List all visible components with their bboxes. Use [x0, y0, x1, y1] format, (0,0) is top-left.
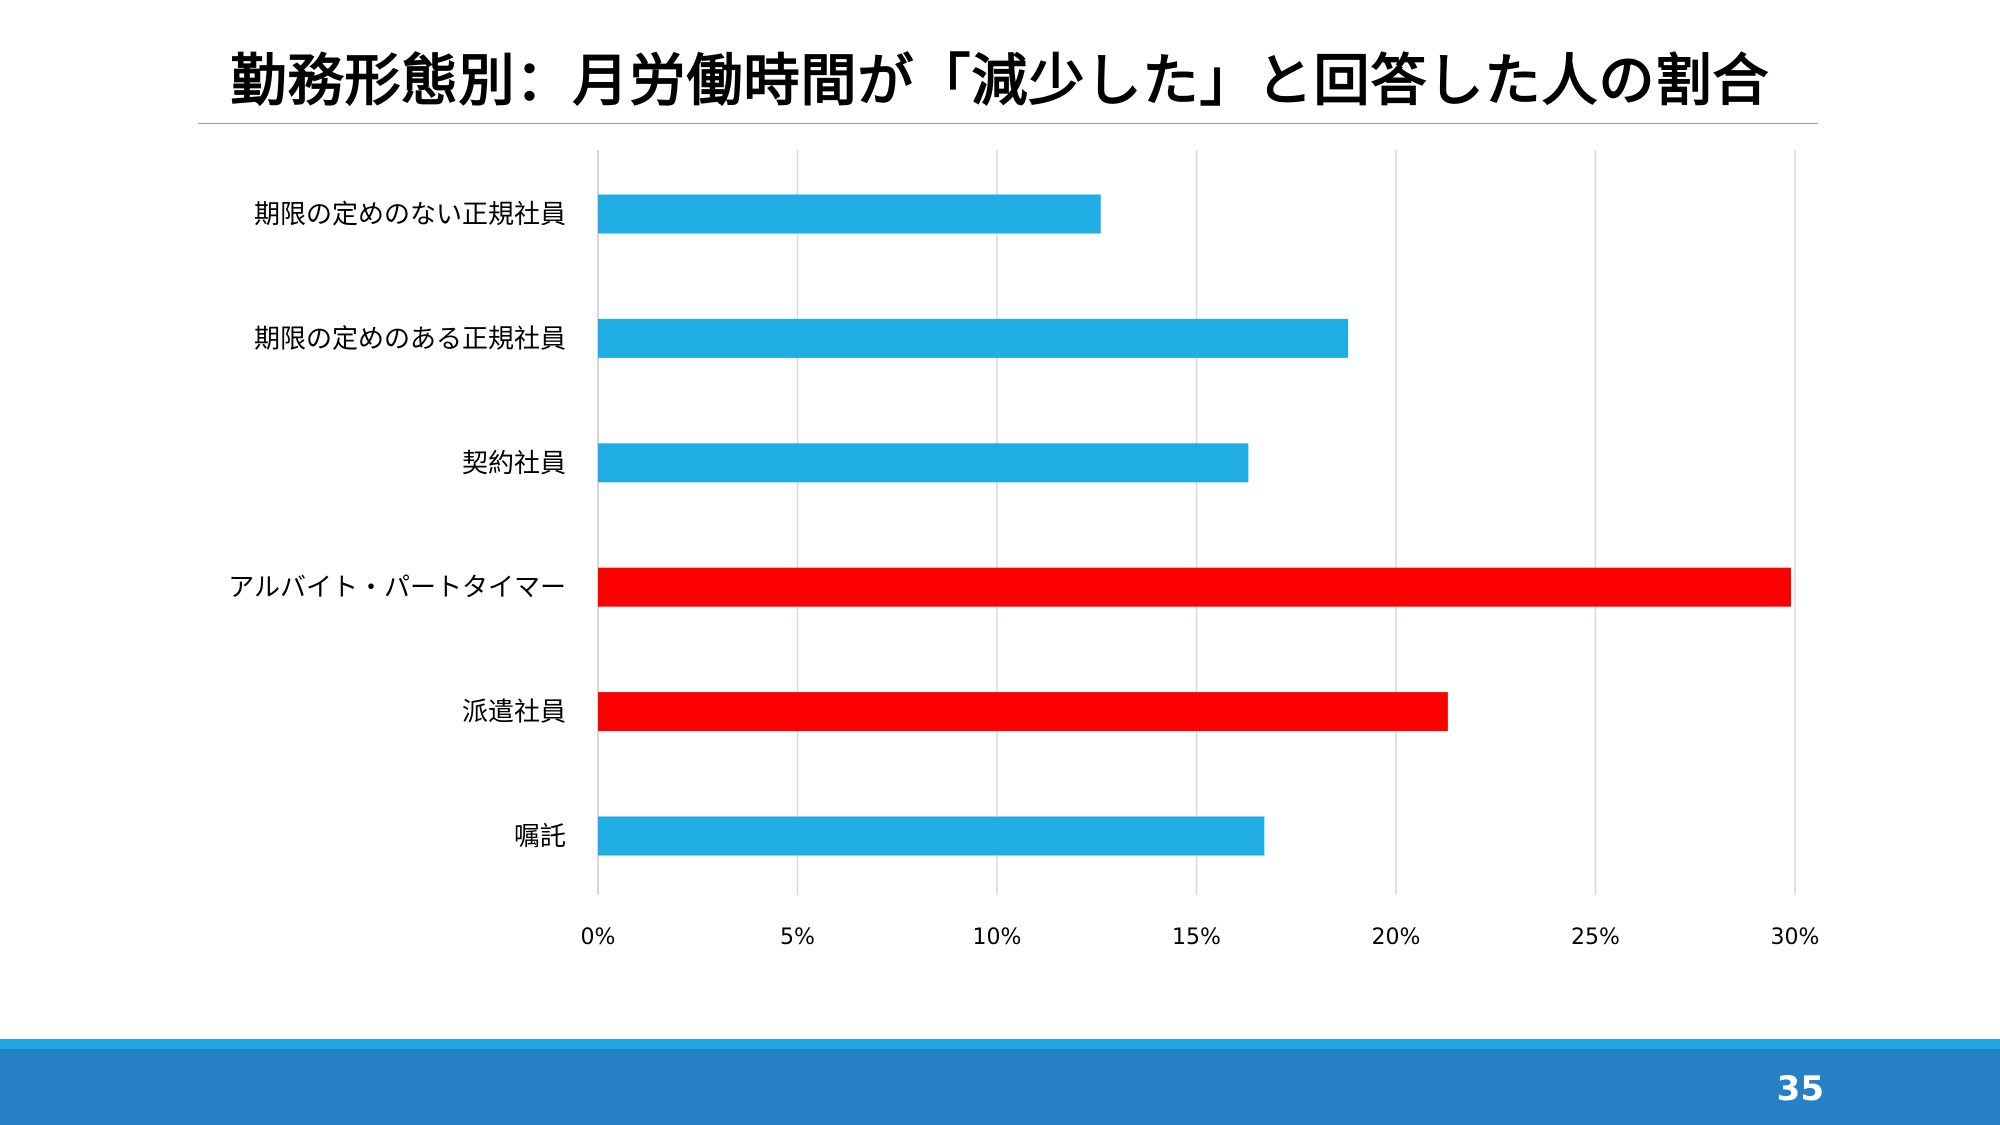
bar	[598, 816, 1265, 856]
x-tick-label: 25%	[1571, 925, 1620, 950]
bar	[598, 567, 1792, 607]
category-label: 嘱託	[514, 822, 566, 852]
footer-band	[0, 1049, 2000, 1125]
page-number: 35	[1776, 1069, 1824, 1109]
title-divider	[198, 123, 1818, 124]
x-tick-label: 10%	[973, 925, 1022, 950]
x-tick-label: 20%	[1372, 925, 1421, 950]
x-tick-label: 30%	[1771, 925, 1820, 950]
category-label: 期限の定めのない正規社員	[254, 200, 566, 230]
category-label: 派遣社員	[462, 698, 566, 728]
category-label: 契約社員	[462, 449, 566, 479]
slide-title: 勤務形態別：月労働時間が「減少した」と回答した人の割合	[230, 49, 1770, 114]
x-tick-label: 0%	[581, 925, 616, 950]
bar	[598, 692, 1448, 732]
footer-accent-band	[0, 1039, 2000, 1049]
bar	[598, 194, 1101, 234]
category-label: アルバイト・パートタイマー	[228, 573, 566, 603]
bar	[598, 318, 1349, 358]
bar	[598, 443, 1249, 483]
x-tick-label: 5%	[780, 925, 815, 950]
category-label: 期限の定めのある正規社員	[254, 324, 566, 354]
x-tick-label: 15%	[1172, 925, 1221, 950]
